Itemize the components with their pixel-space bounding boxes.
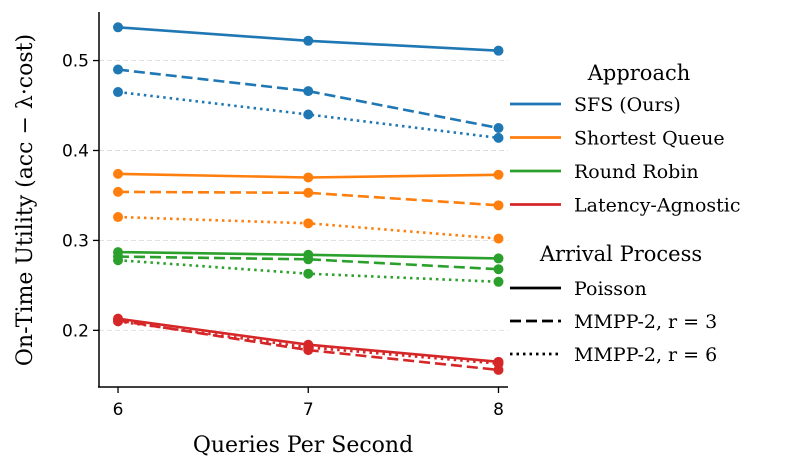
series-group [113,255,504,287]
data-point [303,187,314,198]
data-point [113,22,124,33]
series-group [113,316,504,369]
legend-label: Latency-Agnostic [574,195,741,217]
axes [98,12,508,388]
y-tick-label: 0.2 [62,321,89,341]
series-lines [113,22,504,375]
data-point [113,255,124,266]
y-axis-label: On-Time Utility (acc − λ·cost) [13,34,38,366]
legend: Approach SFS (Ours) Shortest Queue Round Ro… [510,61,741,366]
series-group [113,212,504,244]
data-point [493,132,504,143]
data-point [303,109,314,120]
x-axis-label: Queries Per Second [193,433,413,458]
data-point [493,253,504,264]
legend-label: Poisson [574,278,647,300]
data-point [303,254,314,265]
series-group [113,186,504,211]
data-point [493,169,504,180]
data-point [493,123,504,134]
legend-label: MMPP-2, r = 3 [574,311,717,333]
data-point [493,276,504,287]
ticks: 0.2 0.3 0.4 0.5 6 7 8 [62,52,504,420]
legend-label: SFS (Ours) [574,94,681,116]
data-point [493,45,504,56]
x-tick-label: 7 [303,400,314,420]
series-line [117,320,499,365]
y-tick-label: 0.4 [62,141,89,161]
legend-label: MMPP-2, r = 6 [574,344,717,366]
data-point [303,172,314,183]
data-point [113,87,124,98]
gridlines [99,60,508,331]
legend-label: Shortest Queue [574,128,725,150]
data-point [493,264,504,275]
series-line [117,90,499,140]
data-point [493,233,504,244]
legend-title-approach: Approach [587,61,691,85]
series-group [113,87,504,143]
data-point [303,268,314,279]
x-tick-label: 6 [113,400,124,420]
series-line [117,68,499,130]
data-point [113,316,124,327]
legend-label: Round Robin [574,161,699,183]
series-group [113,22,504,56]
data-point [113,186,124,197]
series-group [113,64,504,134]
data-point [303,342,314,353]
x-tick-label: 8 [493,400,504,420]
legend-title-arrival: Arrival Process [539,242,702,266]
data-point [113,64,124,75]
series-group [113,313,504,367]
data-point [493,200,504,211]
data-point [303,218,314,229]
data-point [113,212,124,223]
data-point [493,358,504,369]
data-point [113,168,124,179]
series-group [113,168,504,183]
y-tick-label: 0.3 [62,231,89,251]
y-tick-label: 0.5 [62,52,89,72]
data-point [303,35,314,46]
data-point [303,86,314,97]
